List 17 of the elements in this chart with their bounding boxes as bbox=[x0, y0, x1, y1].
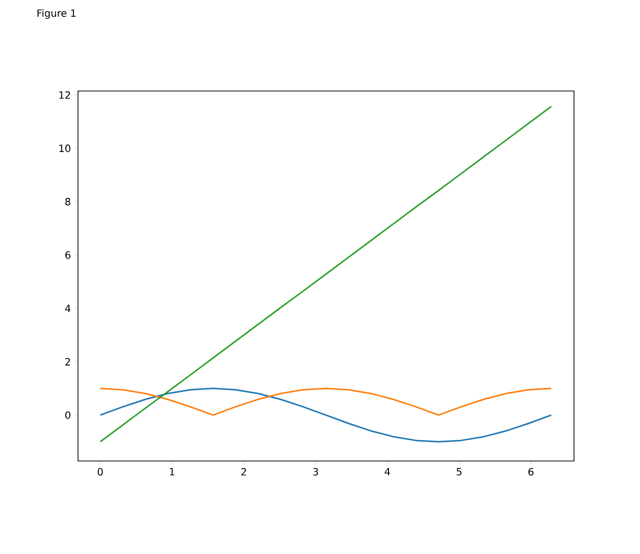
y-tick-label: 2 bbox=[65, 358, 70, 366]
x-tick-label: 3 bbox=[313, 468, 318, 476]
x-tick-label: 4 bbox=[384, 468, 390, 476]
y-tick-label: 4 bbox=[65, 304, 70, 312]
x-tick-label: 2 bbox=[241, 468, 246, 476]
y-tick-label: 0 bbox=[65, 411, 70, 419]
x-tick-label: 1 bbox=[170, 468, 174, 476]
y-tick-label: 8 bbox=[65, 198, 70, 206]
x-tick-label: 5 bbox=[456, 468, 462, 476]
y-tick-label: 6 bbox=[65, 251, 70, 259]
x-tick-label: 6 bbox=[528, 468, 534, 476]
line-series bbox=[100, 388, 552, 416]
y-tick-label: 10 bbox=[59, 144, 70, 152]
caption: Figure 1 bbox=[38, 9, 76, 19]
line-series bbox=[100, 388, 552, 443]
y-tick-label: 12 bbox=[59, 91, 70, 99]
x-tick-label: 0 bbox=[98, 468, 103, 476]
